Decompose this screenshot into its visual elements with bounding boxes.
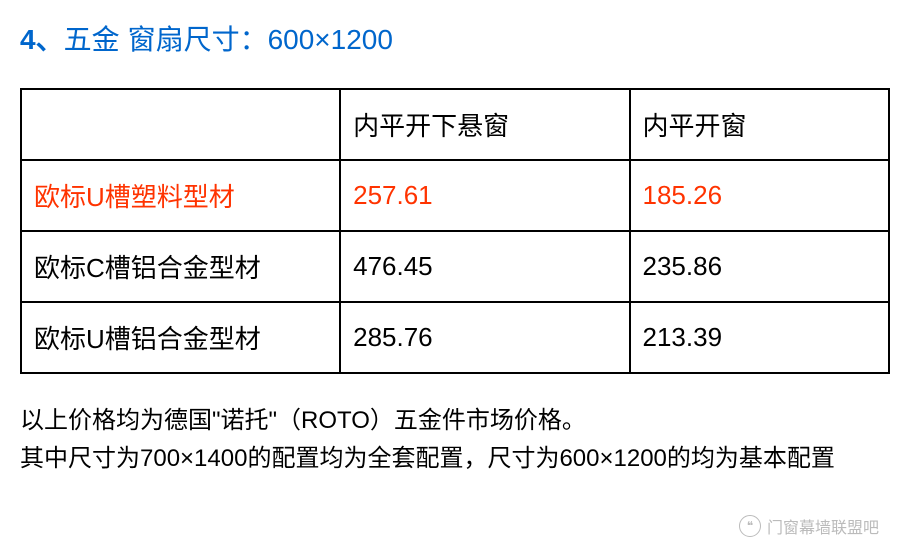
row-label: 欧标U槽铝合金型材 xyxy=(21,302,340,373)
row-val2: 213.39 xyxy=(630,302,890,373)
header-empty xyxy=(21,89,340,160)
table-row: 欧标U槽塑料型材 257.61 185.26 xyxy=(21,160,889,231)
table-row: 欧标U槽铝合金型材 285.76 213.39 xyxy=(21,302,889,373)
table-header-row: 内平开下悬窗 内平开窗 xyxy=(21,89,889,160)
row-label: 欧标U槽塑料型材 xyxy=(21,160,340,231)
row-label: 欧标C槽铝合金型材 xyxy=(21,231,340,302)
wechat-icon: ❝ xyxy=(739,515,761,537)
footer-notes: 以上价格均为德国"诺托"（ROTO）五金件市场价格。 其中尺寸为700×1400… xyxy=(20,402,877,479)
footer-line2: 其中尺寸为700×1400的配置均为全套配置，尺寸为600×1200的均为基本配… xyxy=(20,440,877,478)
table-row: 欧标C槽铝合金型材 476.45 235.86 xyxy=(21,231,889,302)
header-col3: 内平开窗 xyxy=(630,89,890,160)
price-table: 内平开下悬窗 内平开窗 欧标U槽塑料型材 257.61 185.26 欧标C槽铝… xyxy=(20,88,890,374)
row-val1: 257.61 xyxy=(340,160,629,231)
title-number: 4、 xyxy=(20,24,64,55)
title-main: 五金 xyxy=(64,24,120,55)
row-val2: 185.26 xyxy=(630,160,890,231)
section-title: 4、五金窗扇尺寸：600×1200 xyxy=(20,18,877,58)
row-val1: 285.76 xyxy=(340,302,629,373)
watermark: ❝ 门窗幕墙联盟吧 xyxy=(739,514,879,538)
footer-line1: 以上价格均为德国"诺托"（ROTO）五金件市场价格。 xyxy=(20,402,877,440)
title-sub: 窗扇尺寸：600×1200 xyxy=(128,24,393,55)
row-val1: 476.45 xyxy=(340,231,629,302)
header-col2: 内平开下悬窗 xyxy=(340,89,629,160)
watermark-text: 门窗幕墙联盟吧 xyxy=(767,514,879,538)
row-val2: 235.86 xyxy=(630,231,890,302)
